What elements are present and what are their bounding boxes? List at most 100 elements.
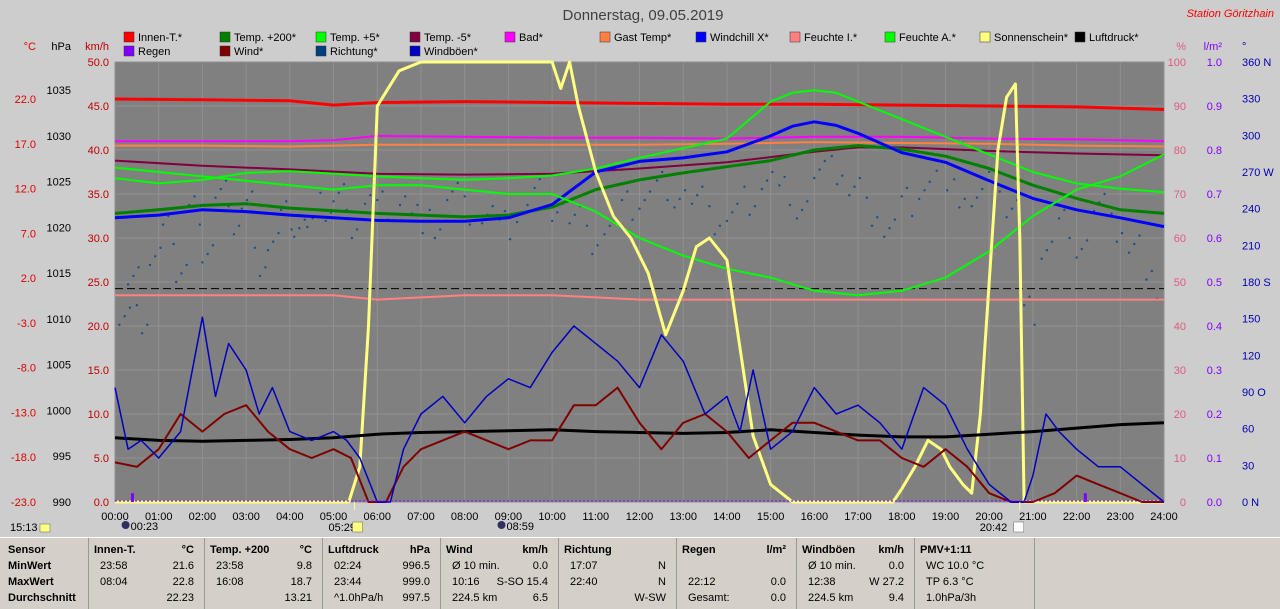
pct-axis-tick: 50 <box>1174 277 1186 289</box>
legend-swatch <box>219 45 231 57</box>
x-tick-label: 01:00 <box>145 511 173 523</box>
richtung-point <box>648 190 652 193</box>
richtung-point <box>198 223 201 226</box>
richtung-point <box>219 187 222 191</box>
table-column: Temp. +200 °C 23:58 9.8 16:08 18.7 13.21 <box>204 538 323 609</box>
legend-label: Sonnenschein* <box>994 32 1069 44</box>
series-t200 <box>114 144 1165 219</box>
legend-label: Temp. -5* <box>424 32 472 44</box>
legend-label: Innen-T.* <box>138 32 183 44</box>
richtung-point <box>900 195 903 198</box>
table-column: PMV+1:11 WC 10.0 °C TP 6.3 °C 1.0hPa/3h <box>914 538 1035 609</box>
richtung-point <box>290 228 293 231</box>
richtung-point <box>1075 256 1078 259</box>
cell-max-time: 22:12 <box>688 576 716 588</box>
richtung-point <box>1050 240 1054 243</box>
richtung-point <box>888 227 891 230</box>
richtung-point <box>369 194 372 197</box>
cell-min-time: 23:58 <box>216 560 244 572</box>
row-labels-column: Sensor MinWert MaxWert Durchschnitt <box>0 538 89 609</box>
richtung-point <box>778 184 781 187</box>
richtung-point <box>306 225 309 229</box>
richtung-point <box>146 323 149 326</box>
cell-avg-val: 13.21 <box>284 592 312 604</box>
moonset-icon <box>497 521 506 529</box>
cell-unit: l/m² <box>766 544 786 556</box>
richtung-point <box>683 189 687 192</box>
table-column: Richtung 17:07 N 22:40 N W-SW <box>558 538 677 609</box>
x-tick-label: 14:00 <box>713 511 741 523</box>
richtung-point <box>835 183 839 186</box>
series-feuchte_a <box>114 153 1165 297</box>
statistics-table: Sensor MinWert MaxWert Durchschnitt Inne… <box>0 537 1280 609</box>
richtung-point <box>718 224 722 227</box>
richtung-point <box>585 224 589 227</box>
cell-avg-val: W-SW <box>634 592 666 604</box>
dir-axis-tick: 330 <box>1242 94 1260 106</box>
legend-label: Bad* <box>519 32 544 44</box>
cell-max-time: 23:44 <box>334 576 362 588</box>
cell-avg-val: 0.0 <box>770 592 786 604</box>
cell-unit: hPa <box>409 544 430 556</box>
richtung-point <box>224 179 228 182</box>
richtung-point <box>970 205 973 208</box>
x-tick-label: 03:00 <box>232 511 260 523</box>
lm2-axis-tick: 0.0 <box>1207 497 1222 509</box>
cell-min-time: 02:24 <box>334 560 362 572</box>
pct-axis-tick: 20 <box>1174 409 1186 421</box>
series-wind <box>114 386 1164 503</box>
hpa-axis-tick: 1020 <box>47 222 71 234</box>
richtung-point <box>655 179 659 182</box>
richtung-point <box>661 170 664 174</box>
legend-swatch <box>219 31 231 43</box>
x-tick-label: 04:00 <box>276 511 304 523</box>
temp-axis-tick: -3.0 <box>17 318 36 330</box>
richtung-point <box>883 235 886 238</box>
richtung-point <box>1150 269 1154 273</box>
table-column: Regen l/m² 22:12 0.0 Gesamt: 0.0 <box>676 538 797 609</box>
cell-title: Luftdruck <box>328 544 379 556</box>
cell-min-time: WC 10.0 °C <box>926 560 985 572</box>
legend-label: Windchill X* <box>710 32 769 44</box>
x-tick-label: 22:00 <box>1063 511 1091 523</box>
richtung-point <box>1040 257 1043 260</box>
richtung-point <box>823 159 826 163</box>
series-boeen <box>114 316 1165 503</box>
pct-axis-tick: 100 <box>1168 57 1186 69</box>
dir-axis-tick: 150 <box>1242 314 1260 326</box>
richtung-point <box>1120 231 1124 235</box>
richtung-point <box>853 185 856 188</box>
richtung-point <box>332 200 335 203</box>
richtung-point <box>1080 247 1084 251</box>
pct-axis-unit: % <box>1176 41 1186 53</box>
cell-avg-val: 22.23 <box>166 592 194 604</box>
richtung-point <box>342 183 346 186</box>
richtung-point <box>731 211 734 214</box>
richtung-point <box>148 263 152 267</box>
x-tick-label: 11:00 <box>582 511 609 523</box>
legend-label: Richtung* <box>330 46 378 58</box>
cell-max-val: W 27.2 <box>869 576 904 588</box>
series-tm5 <box>114 146 1165 176</box>
regen-bar <box>1083 493 1087 502</box>
x-tick-label: 10:00 <box>538 511 566 523</box>
series-sonne <box>115 60 1164 504</box>
richtung-point <box>818 168 821 171</box>
temp-axis-tick: 2.0 <box>21 273 36 285</box>
regen-marks <box>115 493 1164 502</box>
lm2-axis-tick: 1.0 <box>1207 57 1222 69</box>
hpa-axis-tick: 995 <box>53 451 71 463</box>
x-axis-ticks: 00:00 01:00 02:00 03:00 04:00 05:00 06:00 07:00… <box>101 511 1178 523</box>
richtung-point <box>201 261 204 264</box>
x-tick-label: 18:00 <box>888 511 916 523</box>
richtung-point <box>416 203 419 207</box>
richtung-point <box>573 213 576 216</box>
richtung-point <box>264 266 267 269</box>
richtung-point <box>159 246 162 249</box>
temp-axis-tick: 7.0 <box>21 228 36 240</box>
temp-axis-tick: -18.0 <box>11 452 36 464</box>
legend-swatch <box>979 31 991 43</box>
cell-avg-val: 6.5 <box>532 592 548 604</box>
sunset-icon <box>1013 521 1025 533</box>
richtung-point <box>533 186 536 190</box>
